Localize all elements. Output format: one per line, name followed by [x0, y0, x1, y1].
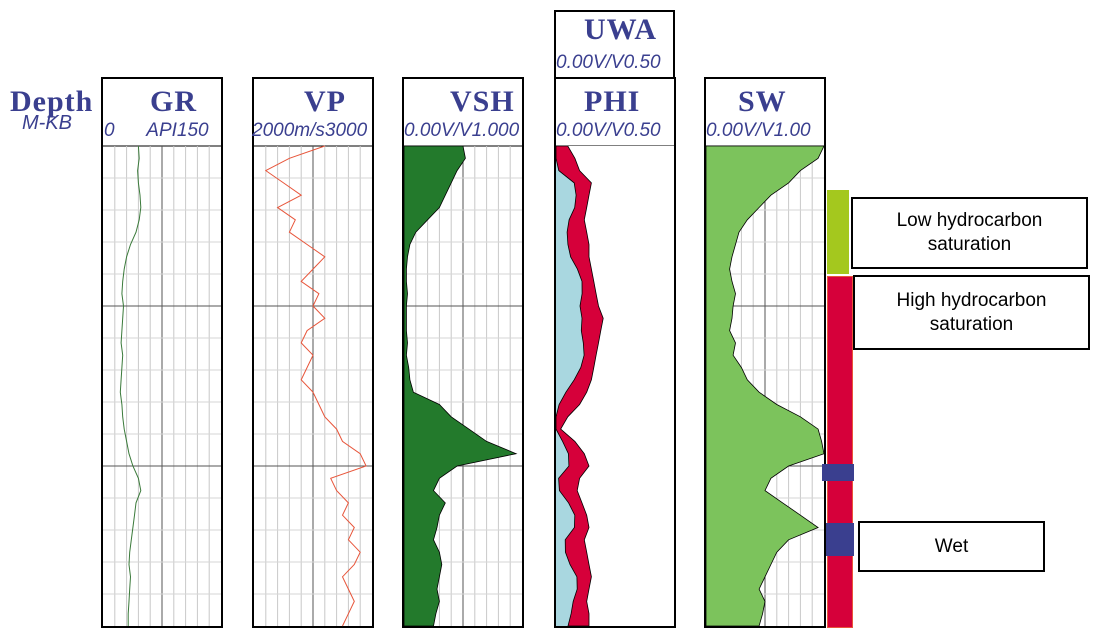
uwa-scale-left: 0.00 [556, 52, 593, 73]
uwa-header-box [554, 10, 675, 77]
vsh-fill [403, 145, 518, 627]
zone-label-wet: Wet [858, 521, 1045, 572]
gr-scale: 0 API150 [104, 120, 209, 142]
gr-curve [119, 145, 142, 626]
vsh-scale-right: 1.000 [471, 120, 520, 141]
vp-scale-left: 2000 [252, 120, 295, 141]
zone-bar-high-hc [827, 276, 853, 628]
uwa-scale-unit: V/V [592, 52, 624, 73]
sw-scale-unit: V/V [742, 120, 774, 141]
zone-bar-wet-2 [826, 523, 854, 556]
sw-scale-left: 0.00 [706, 120, 743, 141]
depth-title: Depth [10, 85, 94, 118]
vsh-scale: 0.00V/V1.000 [404, 120, 519, 142]
sw-title: SW [738, 85, 787, 118]
vp-scale-unit: m/s [294, 120, 325, 141]
gr-scale-unit: API [146, 120, 177, 141]
vsh-scale-unit: V/V [440, 120, 472, 141]
phi-scale-left: 0.00 [556, 120, 593, 141]
gr-title: GR [150, 85, 197, 118]
uwa-scale: 0.00V/V0.50 [556, 52, 661, 74]
vsh-title: VSH [450, 85, 515, 118]
phi-title: PHI [584, 85, 641, 118]
vp-title: VP [304, 85, 346, 118]
depth-unit: M-KB [22, 112, 72, 134]
phi-scale-right: 0.50 [623, 120, 661, 141]
gr-scale-left: 0 [104, 120, 115, 141]
zone-bar-low-hc [827, 190, 849, 274]
sw-fill [705, 145, 825, 627]
phi-scale-unit: V/V [592, 120, 624, 141]
zone-label-high-hc: High hydrocarbon saturation [853, 275, 1090, 350]
phi-fill [555, 145, 604, 627]
uwa-title: UWA [584, 13, 658, 46]
vp-scale-right: 3000 [324, 120, 368, 141]
zone-label-low-hc: Low hydrocarbon saturation [851, 197, 1088, 269]
sw-scale: 0.00V/V1.00 [706, 120, 811, 142]
zone-bar-wet-1 [822, 464, 854, 481]
vp-scale: 2000m/s3000 [252, 120, 367, 142]
sw-scale-right: 1.00 [773, 120, 811, 141]
uwa-scale-right: 0.50 [623, 52, 661, 73]
vsh-scale-left: 0.00 [404, 120, 441, 141]
phi-scale: 0.00V/V0.50 [556, 120, 661, 142]
gr-scale-right: 150 [176, 120, 209, 141]
vp-curve [264, 145, 367, 627]
